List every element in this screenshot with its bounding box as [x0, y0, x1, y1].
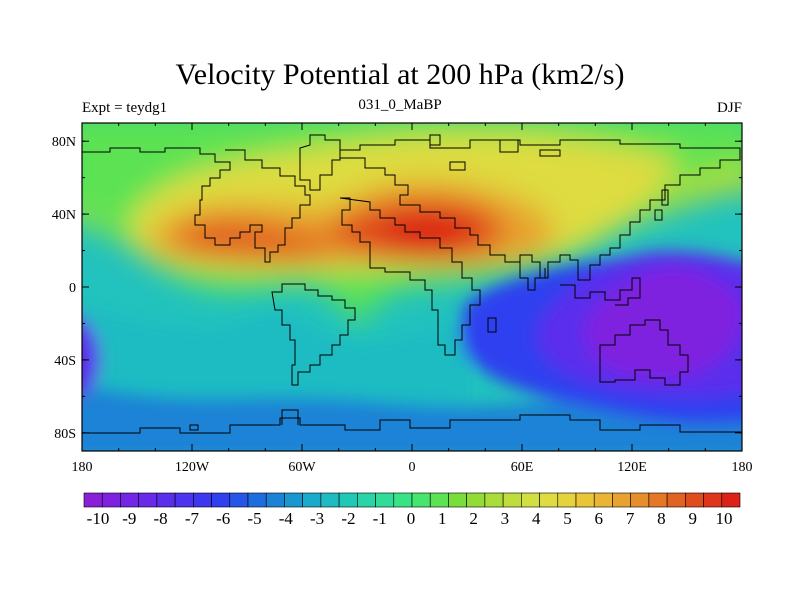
colorbar-swatch [593, 492, 613, 508]
colorbar-swatch [101, 492, 121, 508]
coast-madagascar [487, 317, 497, 333]
coast-antarctica [82, 414, 742, 434]
colorbar-swatch [521, 492, 540, 508]
colorbar-swatch [630, 492, 650, 508]
colorbar-label: -9 [122, 509, 136, 528]
colorbar-swatch [411, 492, 431, 508]
field-region-maritime-core [583, 268, 742, 379]
y-tick-label: 80N [52, 135, 76, 150]
coast-arctic-islands [429, 134, 561, 171]
colorbar-label: -6 [216, 509, 230, 528]
colorbar-swatch [502, 492, 522, 508]
colorbar-swatch [302, 492, 322, 508]
field-region-americas-max [174, 217, 340, 261]
colorbar-label: -10 [87, 509, 110, 528]
colorbar: -10 -9 -8 -7 -6 -5 -4 -3 -2 -1 0 1 2 3 4 5 6 7 8 9 10 [83, 492, 741, 528]
map-title: Velocity Potential at 200 hPa (km2/s) [175, 58, 625, 91]
coast-india [510, 261, 546, 291]
colorbar-label: 2 [469, 509, 478, 528]
experiment-label: Expt = teydg1 [82, 100, 168, 116]
colorbar-label: -7 [185, 509, 200, 528]
colorbar-label: 5 [563, 509, 572, 528]
season-label: DJF [716, 100, 742, 116]
colorbar-swatch [375, 492, 395, 508]
colorbar-label: -5 [247, 509, 261, 528]
coast-australia [599, 319, 689, 386]
y-tick-label: 40S [54, 354, 76, 369]
coast-greenland [299, 134, 341, 191]
field-region-dateline-min [82, 318, 100, 395]
coast-north-america [82, 147, 311, 263]
colorbar-swatch [357, 492, 376, 508]
coast-antarctic-peninsula [281, 409, 299, 425]
y-axis: 80N 40N 0 40S 80S [52, 135, 742, 442]
colorbar-label: 7 [626, 509, 635, 528]
coast-eurasia [339, 139, 741, 281]
colorbar-swatch [393, 492, 413, 508]
coastlines [82, 134, 742, 434]
colorbar-swatch [83, 492, 103, 508]
colorbar-swatch [338, 492, 358, 508]
colorbar-label: -4 [279, 509, 294, 528]
x-tick-label: 120W [175, 460, 210, 475]
x-tick-label: 180 [72, 460, 93, 475]
colorbar-swatch [484, 492, 504, 508]
y-tick-label: 40N [52, 208, 76, 223]
colorbar-label: 9 [688, 509, 697, 528]
field-region-africa-core [385, 213, 469, 255]
colorbar-swatch [120, 492, 139, 508]
colorbar-swatch [612, 492, 631, 508]
colorbar-swatch [648, 492, 668, 508]
x-tick-label: 60W [288, 460, 316, 475]
colorbar-label: 6 [595, 509, 604, 528]
colorbar-swatch [284, 492, 303, 508]
colorbar-swatch [138, 492, 158, 508]
coast-southeast-asia [560, 277, 641, 306]
colorbar-label: -1 [373, 509, 387, 528]
colorbar-swatch [448, 492, 467, 508]
colorbar-label: -2 [341, 509, 355, 528]
y-tick-label: 0 [69, 281, 76, 296]
colorbar-swatch [575, 492, 595, 508]
colorbar-swatch [265, 492, 285, 508]
x-tick-label: 0 [409, 460, 416, 475]
x-tick-label: 180 [732, 460, 753, 475]
colorbar-swatch [666, 492, 686, 508]
colorbar-swatch [557, 492, 577, 508]
colorbar-swatch [703, 492, 723, 508]
colorbar-swatch [193, 492, 212, 508]
colorbar-label: 3 [501, 509, 510, 528]
y-tick-label: 80S [54, 427, 76, 442]
colorbar-label: -3 [310, 509, 324, 528]
coast-japan [654, 189, 669, 221]
colorbar-swatch [247, 492, 267, 508]
colorbar-label: 8 [657, 509, 666, 528]
field-region-tropical-cyan [82, 306, 470, 420]
colorbar-swatch [211, 492, 231, 508]
colorbar-swatch [174, 492, 194, 508]
colorbar-swatch [156, 492, 176, 508]
coast-south-america [271, 283, 356, 386]
colorbar-swatch [466, 492, 486, 508]
colorbar-swatch [721, 492, 741, 508]
colorbar-label: 0 [407, 509, 416, 528]
coast-south-islands [145, 424, 199, 431]
colorbar-swatch [429, 492, 449, 508]
coast-europe-africa [339, 197, 481, 356]
x-axis: 180 120W 60W 0 60E 120E 180 [72, 123, 753, 475]
x-tick-label: 120E [617, 460, 647, 475]
colorbar-swatch [539, 492, 559, 508]
colorbar-label: 10 [716, 509, 733, 528]
colorbar-swatch [320, 492, 340, 508]
colorbar-label: 1 [438, 509, 447, 528]
colorbar-swatch [685, 492, 704, 508]
colorbar-swatch [229, 492, 249, 508]
colorbar-label: 4 [532, 509, 541, 528]
plot-area [82, 123, 742, 451]
colorbar-label: -8 [154, 509, 168, 528]
period-label: 031_0_MaBP [358, 97, 442, 113]
x-tick-label: 60E [511, 460, 534, 475]
